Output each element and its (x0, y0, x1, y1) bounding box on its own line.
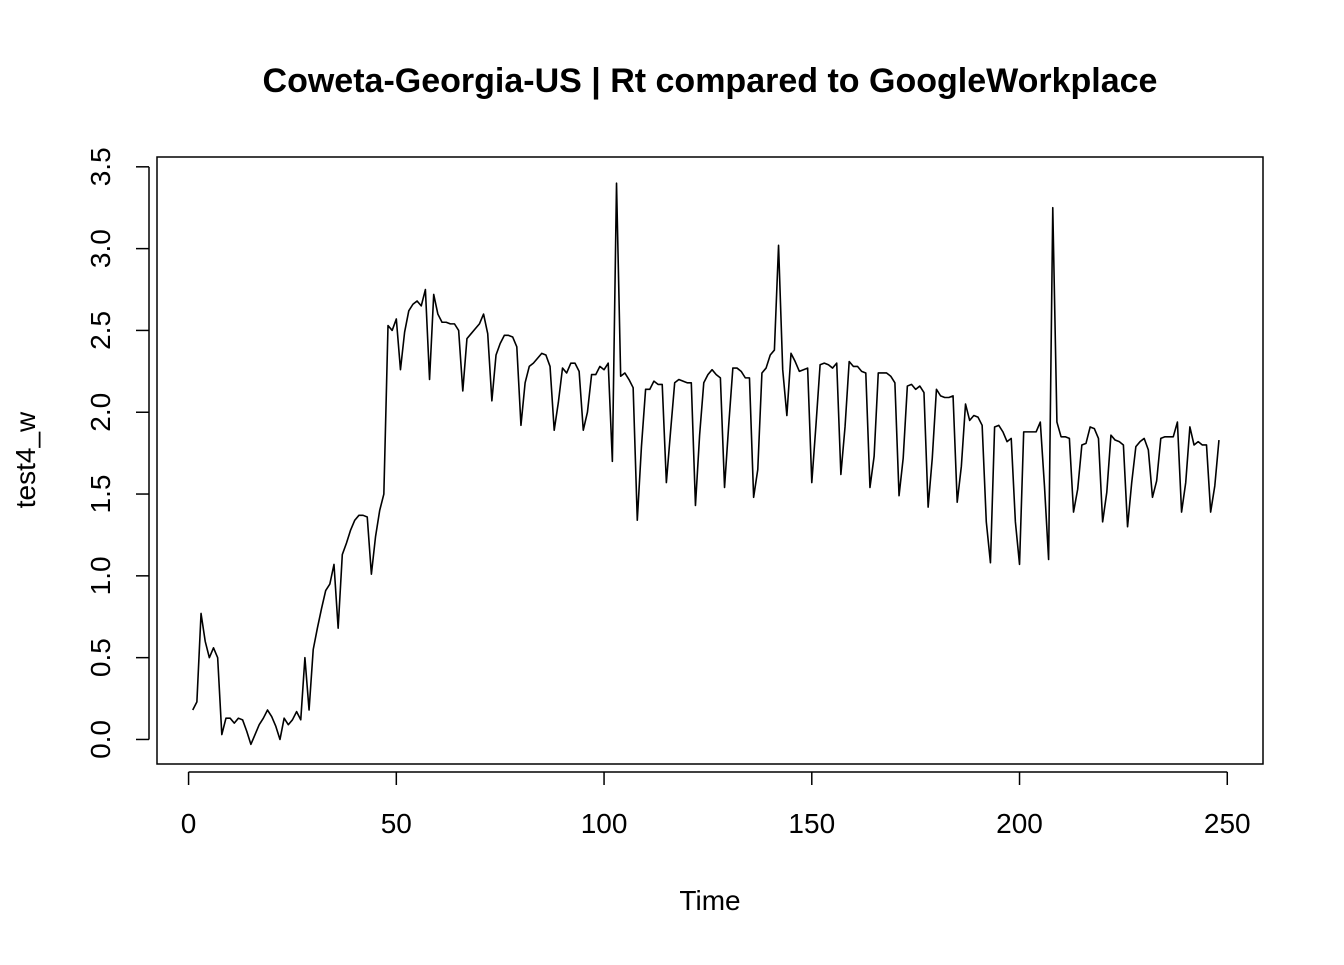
x-axis-label: Time (679, 885, 740, 916)
x-tick-label: 200 (996, 808, 1043, 839)
chart-title: Coweta-Georgia-US | Rt compared to Googl… (263, 62, 1158, 100)
series-layer (192, 182, 1220, 746)
x-tick-label: 100 (581, 808, 628, 839)
x-tick-label: 50 (381, 808, 412, 839)
plot-frame (156, 156, 1264, 765)
y-axis-label: test4_w (10, 411, 41, 508)
y-tick-label: 3.0 (85, 229, 116, 268)
x-tick-label: 150 (788, 808, 835, 839)
y-tick-label: 2.0 (85, 393, 116, 432)
x-tick-label: 0 (181, 808, 197, 839)
y-tick-label: 0.5 (85, 638, 116, 677)
y-tick-label: 1.5 (85, 475, 116, 514)
y-tick-label: 0.0 (85, 720, 116, 759)
x-tick-label: 250 (1204, 808, 1251, 839)
y-tick-label: 1.0 (85, 556, 116, 595)
x-axis: 0 50 100 150 200 250 (181, 771, 1251, 839)
y-tick-label: 3.5 (85, 147, 116, 186)
y-tick-label: 2.5 (85, 311, 116, 350)
series-line-0 (192, 182, 1220, 746)
y-axis: 0.0 0.5 1.0 1.5 2.0 2.5 3.0 3.5 (85, 147, 150, 759)
